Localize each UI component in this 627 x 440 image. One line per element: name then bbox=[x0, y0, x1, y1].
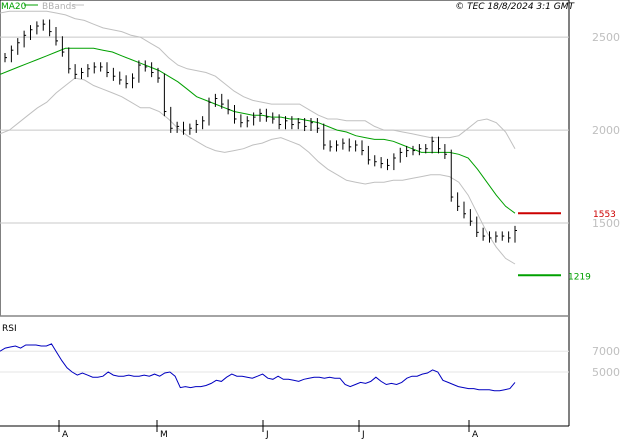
month-label: J bbox=[265, 430, 269, 440]
rsi-tick-label: 5000 bbox=[592, 366, 620, 379]
bollinger-bands bbox=[0, 10, 516, 265]
moving-average bbox=[0, 47, 516, 214]
price-panel-frame bbox=[0, 0, 570, 317]
rsi-panel: 7000 5000 bbox=[0, 343, 620, 392]
rsi-tick-label: 7000 bbox=[592, 345, 620, 358]
rsi-line bbox=[0, 343, 516, 392]
bbands-legend: BBands bbox=[42, 2, 76, 12]
support-level-label: 1219 bbox=[568, 272, 591, 282]
copyright-label: © TEC 18/8/2024 3:1 GMT bbox=[455, 2, 575, 12]
month-label: A bbox=[62, 430, 69, 440]
upper-band-line bbox=[0, 10, 516, 149]
lower-band-line bbox=[0, 77, 516, 265]
price-axis-ticks: 2500 2000 1500 bbox=[592, 31, 620, 230]
ma20-legend: MA20 bbox=[1, 2, 27, 12]
price-tick-label: 1500 bbox=[592, 217, 620, 230]
price-tick-label: 2000 bbox=[592, 124, 620, 137]
resistance-level-label: 1553 bbox=[593, 210, 616, 220]
month-label: J bbox=[361, 430, 365, 440]
ma20-line bbox=[0, 47, 516, 214]
month-label: A bbox=[472, 430, 479, 440]
rsi-label: RSI bbox=[2, 324, 17, 334]
month-label: M bbox=[160, 430, 168, 440]
price-tick-label: 2500 bbox=[592, 31, 620, 44]
price-bars bbox=[4, 19, 517, 243]
price-levels: 1553 1219 bbox=[518, 210, 616, 282]
price-grid bbox=[0, 36, 569, 317]
